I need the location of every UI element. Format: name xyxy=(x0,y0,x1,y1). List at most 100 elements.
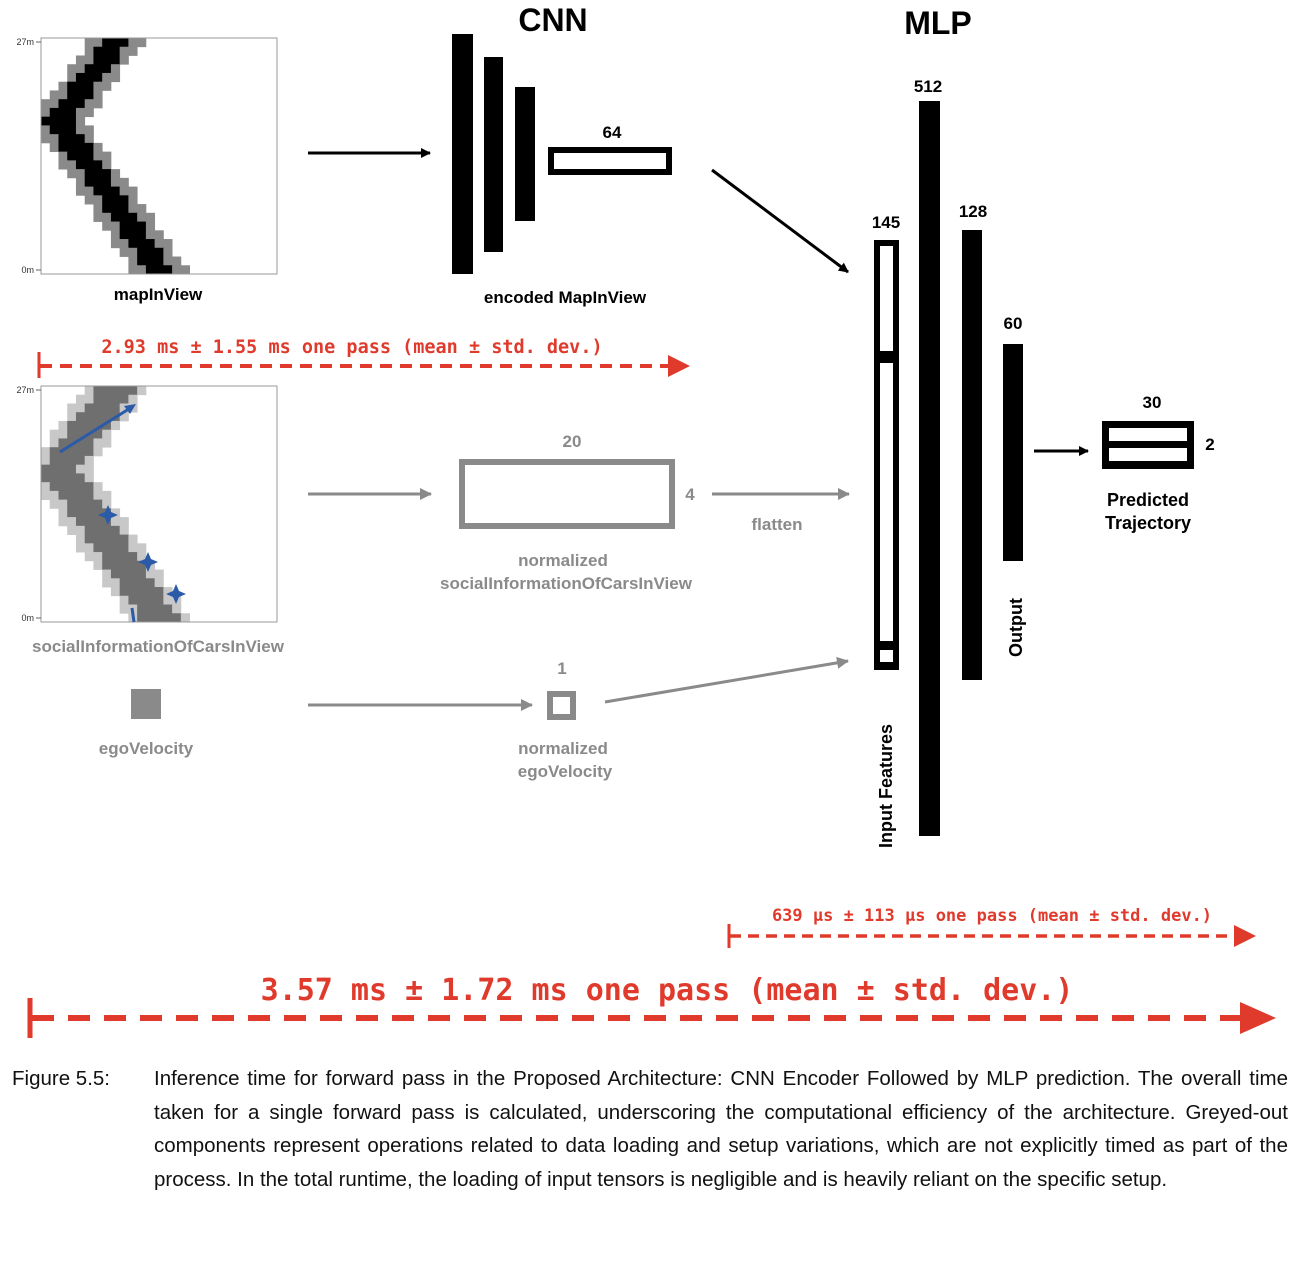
ego-velocity-square xyxy=(131,689,161,719)
map-pixel xyxy=(58,134,68,144)
map-pixel xyxy=(84,403,94,413)
map-pixel xyxy=(163,239,173,249)
map-pixel xyxy=(84,517,94,527)
map-pixel xyxy=(128,256,138,266)
map-pixel xyxy=(172,613,182,623)
map-pixel xyxy=(93,64,103,74)
map-pixel xyxy=(84,169,94,179)
map-pixel xyxy=(93,560,103,570)
map-pixel xyxy=(84,420,94,431)
map-pixel xyxy=(84,55,94,65)
map-pixel xyxy=(58,107,68,118)
map-pixel xyxy=(163,595,173,605)
map-pixel xyxy=(93,81,103,91)
map-pixel xyxy=(172,265,182,275)
map-pixel xyxy=(110,221,121,231)
map-pixel xyxy=(93,517,103,527)
map-pixel xyxy=(128,552,138,562)
map-pixel xyxy=(75,151,86,161)
map-pixel xyxy=(58,160,68,170)
mlp-hidden-layer-1 xyxy=(919,101,940,836)
mlp-output-layer xyxy=(1003,344,1023,561)
map-ytick-top: 27m xyxy=(16,37,34,47)
map-pixel xyxy=(67,447,77,457)
map-pixel xyxy=(49,107,59,118)
map-pixel xyxy=(119,412,129,422)
map-pixel xyxy=(93,72,103,83)
map-pixel xyxy=(75,464,86,474)
ego-tensor-box xyxy=(547,691,576,720)
social-ytick-top: 27m xyxy=(16,385,34,395)
map-pixel xyxy=(102,525,112,535)
map-pixel xyxy=(75,412,86,422)
map-pixel xyxy=(58,90,68,100)
map-pixel xyxy=(145,587,156,597)
map-pixel xyxy=(84,134,94,144)
map-pixel xyxy=(84,438,94,448)
map-pixel xyxy=(49,473,59,483)
map-pixel xyxy=(41,473,51,483)
map-pixel xyxy=(102,438,112,448)
map-pixel xyxy=(102,64,112,74)
map-pixel xyxy=(49,99,59,109)
map-pixel xyxy=(102,55,112,65)
map-pixel xyxy=(93,99,103,109)
map-pixel xyxy=(58,517,68,527)
map-pixel xyxy=(119,186,129,196)
map-pixel xyxy=(84,464,94,474)
map-pixel xyxy=(145,247,156,257)
map-pixel xyxy=(137,569,147,579)
map-pixel xyxy=(58,116,68,126)
map-pixel xyxy=(84,186,94,196)
map-pixel xyxy=(128,204,138,214)
map-pixel xyxy=(75,116,86,126)
map-pixel xyxy=(84,543,94,553)
map-pixel xyxy=(154,239,164,249)
social-ytick-bottom: 0m xyxy=(21,613,34,623)
map-pixel xyxy=(102,177,112,187)
social-information-label: socialInformationOfCarsInView xyxy=(32,637,285,656)
social-tensor-box xyxy=(459,459,675,529)
map-pixel xyxy=(84,64,94,74)
map-pixel xyxy=(84,38,94,48)
map-pixel xyxy=(75,394,86,404)
social-tensor-height: 4 xyxy=(685,485,695,504)
map-pixel xyxy=(145,221,156,231)
map-pixel xyxy=(102,560,112,570)
map-pixel xyxy=(102,499,112,509)
map-pixel xyxy=(137,587,147,597)
ego-tensor: 1 normalized egoVelocity xyxy=(518,659,613,781)
map-pixel xyxy=(119,569,129,579)
map-pixel xyxy=(110,64,121,74)
map-pixel xyxy=(128,239,138,249)
map-pixel xyxy=(67,517,77,527)
caption-label: Figure 5.5: xyxy=(12,1067,110,1090)
map-pixel xyxy=(119,221,129,231)
map-pixel xyxy=(137,239,147,249)
map-pixel xyxy=(119,587,129,597)
map-in-view-label: mapInView xyxy=(114,285,203,304)
map-pixel xyxy=(119,212,129,222)
map-pixel xyxy=(67,508,77,518)
map-pixel xyxy=(67,499,77,509)
map-pixel xyxy=(110,239,121,249)
mlp-title: MLP xyxy=(904,5,972,41)
map-pixel xyxy=(93,525,103,535)
map-pixel xyxy=(93,543,103,553)
map-pixel xyxy=(84,534,94,544)
map-pixel xyxy=(137,212,147,222)
map-pixel xyxy=(49,142,59,153)
map-pixel xyxy=(102,212,112,222)
map-pixel xyxy=(84,490,94,501)
map-pixel xyxy=(119,403,129,413)
map-pixel xyxy=(93,412,103,422)
map-pixel xyxy=(119,560,129,570)
map-pixel xyxy=(128,38,138,48)
map-pixel xyxy=(93,534,103,544)
map-pixel xyxy=(58,429,68,439)
map-pixel xyxy=(119,177,129,187)
social-tensor: 20 4 normalized socialInformationOfCarsI… xyxy=(440,432,695,593)
map-pixel xyxy=(67,134,77,144)
map-pixel xyxy=(75,107,86,118)
map-pixel xyxy=(110,569,121,579)
